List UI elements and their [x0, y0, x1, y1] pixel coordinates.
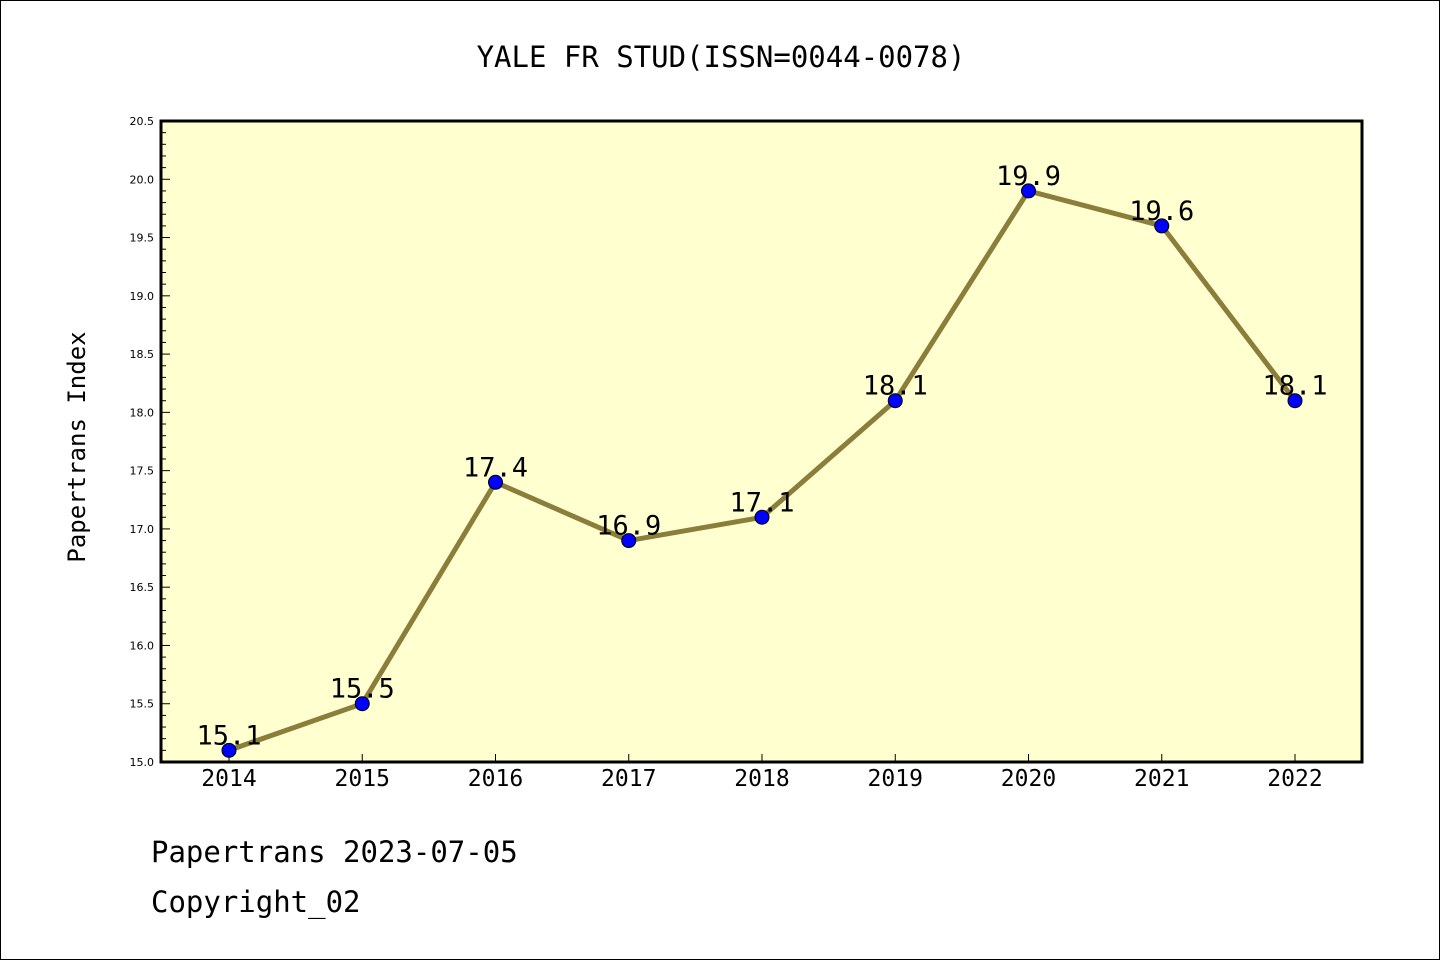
- x-tick-label: 2020: [1001, 766, 1056, 792]
- y-tick-label: 17.0: [130, 523, 155, 536]
- y-tick-label: 16.0: [130, 639, 155, 652]
- y-axis-label: Papertrans Index: [63, 331, 91, 562]
- chart-title: YALE FR STUD(ISSN=0044-0078): [477, 40, 966, 74]
- data-point-2019: [887, 393, 903, 409]
- data-point-2021: [1154, 218, 1170, 234]
- x-axis-ticks: 2014 2015 2016 2017 2018 2019 2020 2021 2022: [201, 754, 1323, 792]
- y-tick-label: 17.5: [130, 465, 155, 478]
- x-tick-label: 2022: [1267, 766, 1322, 792]
- y-tick-label: 19.5: [130, 232, 155, 245]
- y-tick-label: 19.0: [130, 290, 155, 303]
- x-tick-label: 2014: [201, 766, 256, 792]
- y-tick-label: 15.0: [130, 756, 155, 769]
- x-tick-label: 2015: [335, 766, 390, 792]
- y-tick-label: 20.0: [130, 173, 155, 186]
- data-label-2021: 19.6: [1129, 196, 1194, 227]
- data-point-2015: [354, 696, 370, 712]
- data-point-2018: [754, 509, 770, 525]
- data-point-2022: [1287, 393, 1303, 409]
- x-tick-label: 2016: [468, 766, 523, 792]
- y-tick-label: 16.5: [130, 581, 155, 594]
- copyright-text: Copyright_02: [151, 885, 361, 919]
- series-markers: [221, 183, 1303, 758]
- data-point-2020: [1021, 183, 1036, 199]
- data-label-2019: 18.1: [863, 371, 928, 402]
- data-label-2017: 16.9: [596, 511, 661, 542]
- x-tick-label: 2019: [868, 766, 923, 792]
- x-tick-label: 2017: [601, 766, 656, 792]
- data-label-2014: 15.1: [196, 720, 261, 751]
- data-label-2022: 18.1: [1262, 371, 1327, 402]
- data-label-2018: 17.1: [729, 487, 794, 518]
- data-labels: 15.1 15.5 17.4 16.9 17.1 18.1 19.9 19.6 18.1: [196, 161, 1327, 751]
- data-label-2020: 19.9: [996, 161, 1061, 192]
- y-tick-label: 18.0: [130, 406, 155, 419]
- y-tick-label: 20.5: [130, 115, 155, 128]
- data-point-2014: [221, 742, 237, 758]
- data-point-2016: [488, 474, 503, 490]
- x-tick-label: 2021: [1134, 766, 1189, 792]
- x-tick-label: 2018: [734, 766, 789, 792]
- y-tick-label: 15.5: [130, 698, 155, 711]
- source-date-text: Papertrans 2023-07-05: [151, 835, 518, 869]
- data-label-2016: 17.4: [463, 452, 528, 483]
- data-point-2017: [621, 533, 637, 549]
- data-label-2015: 15.5: [330, 674, 395, 705]
- y-axis-ticks: 15.0 15.5 16.0 16.5 17.0 17.5 18.0 18.5 19.0 19.5…: [130, 115, 170, 769]
- y-tick-label: 18.5: [130, 348, 155, 361]
